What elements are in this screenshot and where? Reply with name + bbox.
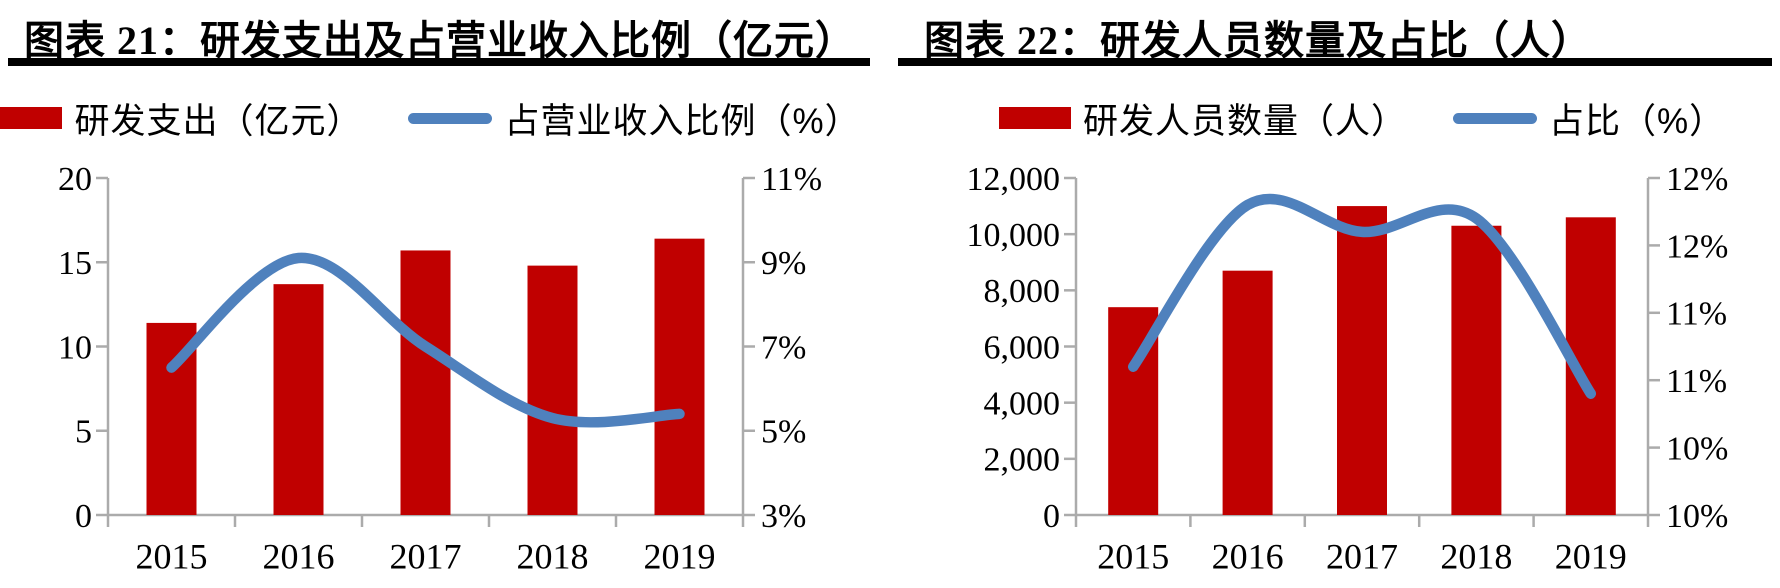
bar-2018 — [1451, 225, 1502, 515]
left-axis-tick-label: 20 — [58, 161, 92, 198]
legend-label: 占营业收入比例（%） — [504, 101, 861, 141]
left-axis-tick-label: 10 — [58, 329, 92, 366]
chart-title: 图表 22：研发人员数量及占比（人） — [924, 18, 1592, 63]
chart-title: 图表 21：研发支出及占营业收入比例（亿元） — [24, 18, 856, 63]
left-axis-tick-label: 6,000 — [984, 329, 1061, 366]
x-axis-tick-label: 2017 — [390, 537, 462, 577]
bar-2016 — [1222, 270, 1273, 515]
left-axis-tick-label: 0 — [1043, 498, 1060, 535]
right-axis-tick-label: 10% — [1666, 431, 1728, 468]
x-axis-tick-label: 2018 — [1440, 537, 1512, 577]
legend: 研发支出（亿元） 占营业收入比例（%） — [0, 92, 860, 144]
x-axis-tick-label: 2015 — [136, 537, 208, 577]
line-swatch-icon — [408, 112, 493, 124]
right-axis-tick-label: 9% — [761, 245, 806, 282]
legend: 研发人员数量（人） 占比（%） — [998, 92, 1724, 144]
right-axis-tick-label: 11% — [1666, 363, 1727, 400]
left-axis-tick-label: 12,000 — [967, 161, 1061, 198]
right-axis-tick-label: 12% — [1666, 228, 1728, 265]
chart-panel-rd-personnel: 图表 22：研发人员数量及占比（人） 研发人员数量（人） 占比（%） 0 2,00… — [898, 6, 1772, 582]
legend-item-bar: 研发人员数量（人） — [998, 93, 1407, 144]
left-axis-tick-label: 10,000 — [967, 217, 1061, 254]
x-axis-tick-label: 2015 — [1097, 537, 1169, 577]
ratio-line — [1127, 193, 1597, 399]
bar-swatch-icon — [0, 107, 63, 129]
right-axis-tick-label: 11% — [1666, 296, 1727, 333]
right-axis-tick-label: 11% — [761, 161, 822, 198]
legend-label: 研发支出（亿元） — [74, 101, 363, 141]
x-axis-tick-label: 2019 — [644, 537, 716, 577]
x-axis-tick-label: 2016 — [1212, 537, 1284, 577]
legend-label: 占比（%） — [1548, 101, 1726, 141]
x-axis-tick-label: 2018 — [517, 537, 589, 577]
title-underline — [8, 58, 870, 66]
left-axis-tick-label: 0 — [75, 498, 92, 535]
chart-canvas: 0 5 10 15 20 3% 5% 7% 9% 11% 2015 2016 2017 2018 2019 — [58, 161, 822, 577]
chart-panel-rd-expenditure: 图表 21：研发支出及占营业收入比例（亿元） 研发支出（亿元） 占营业收入比例（… — [0, 6, 870, 582]
x-axis-tick-label: 2017 — [1326, 537, 1398, 577]
right-axis-tick-label: 3% — [761, 498, 806, 535]
legend-item-bar: 研发支出（亿元） — [0, 93, 362, 144]
chart-canvas: 0 2,000 4,000 6,000 8,000 10,000 12,000 10% 10% 1… — [967, 161, 1729, 577]
bar-2016 — [273, 284, 324, 515]
bar-2017 — [400, 250, 451, 515]
right-axis-tick-label: 7% — [761, 329, 806, 366]
legend-item-line: 占比（%） — [1452, 93, 1726, 144]
left-axis-tick-label: 15 — [58, 245, 92, 282]
ratio-line — [166, 252, 685, 428]
x-axis-tick-label: 2019 — [1555, 537, 1627, 577]
legend-item-line: 占营业收入比例（%） — [408, 93, 860, 144]
legend-label: 研发人员数量（人） — [1082, 101, 1407, 141]
bar-2019 — [654, 238, 705, 515]
left-axis-tick-label: 8,000 — [984, 273, 1061, 310]
right-axis-tick-label: 10% — [1666, 498, 1728, 535]
bar-2018 — [527, 265, 578, 515]
bar-swatch-icon — [998, 107, 1071, 129]
title-underline — [898, 58, 1772, 66]
x-axis-tick-label: 2016 — [263, 537, 335, 577]
left-axis-tick-label: 4,000 — [984, 386, 1061, 423]
right-axis-tick-label: 5% — [761, 414, 806, 451]
right-axis-tick-label: 12% — [1666, 161, 1728, 198]
left-axis-tick-label: 2,000 — [984, 442, 1061, 479]
left-axis-tick-label: 5 — [75, 414, 92, 451]
bar-2017 — [1337, 206, 1387, 515]
line-swatch-icon — [1452, 112, 1537, 124]
